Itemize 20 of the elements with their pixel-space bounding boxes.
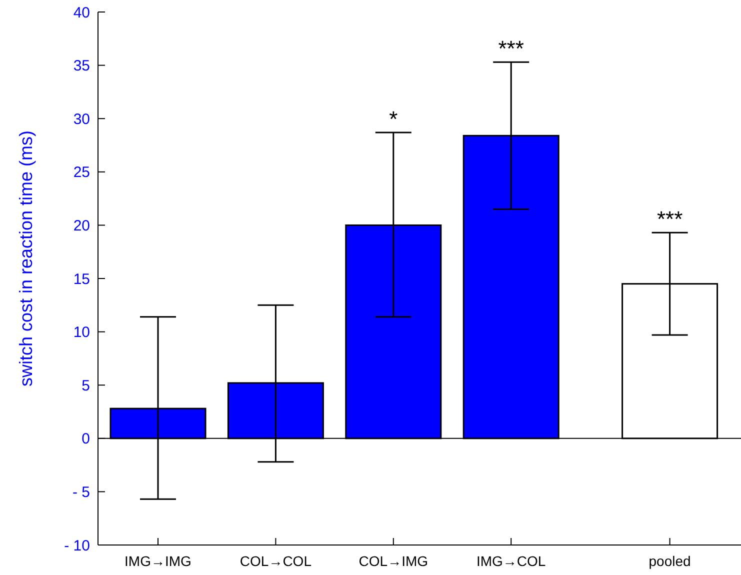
x-tick-label: IMG→COL	[476, 553, 546, 569]
y-axis-title: switch cost in reaction time (ms)	[16, 130, 36, 387]
x-tick-label: pooled	[648, 553, 691, 569]
annotation: ***	[498, 36, 524, 62]
y-tick-label: 15	[73, 270, 90, 288]
y-tick-label: - 5	[72, 484, 90, 501]
y-tick-label: 10	[73, 324, 90, 342]
y-tick-label: 40	[73, 4, 90, 22]
x-tick-label: COL→COL	[240, 553, 312, 569]
y-tick-label: 35	[73, 58, 90, 75]
annotation: ***	[656, 206, 684, 232]
x-tick-label: IMG→IMG	[124, 553, 192, 569]
y-tick-label: - 10	[64, 537, 90, 554]
y-tick-label: 30	[73, 110, 90, 128]
y-tick-label: 0	[82, 430, 90, 448]
y-tick-label: 20	[73, 217, 90, 234]
annotation: *	[389, 106, 398, 132]
x-tick-label: COL→IMG	[358, 553, 428, 569]
y-tick-label: 25	[73, 164, 90, 182]
y-tick-label: 5	[82, 377, 90, 394]
